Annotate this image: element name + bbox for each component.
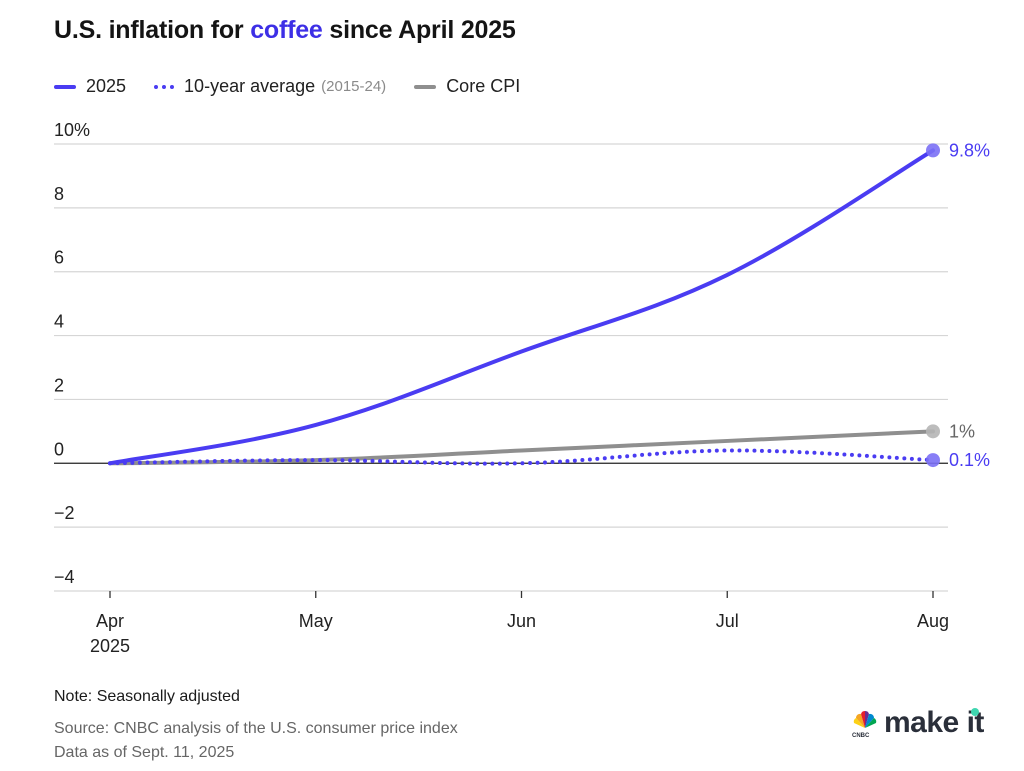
y-tick-label: 10% (54, 120, 90, 140)
chart-title: U.S. inflation for coffee since April 20… (54, 16, 516, 45)
legend-label: 10-year average (184, 76, 316, 96)
y-tick-label: 4 (54, 312, 64, 332)
y-tick-label: −2 (54, 503, 75, 523)
legend-swatch-solid (54, 84, 76, 89)
legend-item-core-cpi: Core CPI (414, 76, 520, 97)
y-tick-label: 8 (54, 184, 64, 204)
series-line-core-cpi (108, 429, 935, 466)
legend-label: Core CPI (446, 76, 521, 96)
end-marker (926, 143, 940, 158)
source-text: Source: CNBC analysis of the U.S. consum… (54, 720, 458, 737)
logo-brand: CNBC (852, 733, 870, 739)
end-value-label: 9.8% (949, 140, 990, 160)
x-tick-label: Jul (716, 611, 739, 631)
legend-sublabel: (2015-24) (321, 78, 387, 95)
x-tick-label: Aug (917, 611, 949, 631)
x-tick-label: 2025 (90, 636, 130, 656)
footnote: Note: Seasonally adjusted (54, 688, 240, 705)
logo-wordmark: make it (884, 706, 984, 739)
x-tick-label: Apr (96, 611, 124, 631)
source-block: Source: CNBC analysis of the U.S. consum… (54, 717, 458, 765)
end-value-label: 1% (949, 421, 975, 441)
series-line-10-year-average-2015-24 (108, 448, 935, 466)
y-tick-label: 6 (54, 248, 64, 268)
end-marker (926, 453, 940, 468)
legend-label: 2025 (86, 76, 127, 96)
title-prefix: U.S. inflation for (54, 16, 251, 44)
title-highlight: coffee (250, 16, 323, 44)
logo-dot (970, 708, 979, 716)
end-value-label: 0.1% (949, 450, 990, 470)
logo-text: make it (884, 706, 984, 740)
cnbc-make-it-logo: CNBC make it (852, 706, 984, 740)
series-line-2025 (108, 148, 935, 466)
legend: 2025 10-year average (2015-24) Core CPI (54, 76, 548, 97)
legend-swatch-gray (414, 84, 437, 89)
line-chart: 10% 8 6 4 2 0 −2 −4 1% 0.1% 9.8% Apr 2025 May Jun Jul… (54, 120, 990, 656)
title-suffix: since April 2025 (322, 16, 516, 44)
x-tick-label: Jun (507, 611, 536, 631)
x-tick-label: May (299, 611, 333, 631)
y-tick-label: 0 (54, 439, 64, 459)
y-tick-label: 2 (54, 375, 64, 395)
data-date: Data as of Sept. 11, 2025 (54, 744, 235, 761)
legend-item-10yr-average: 10-year average (2015-24) (154, 76, 386, 97)
peacock-icon: CNBC (852, 710, 878, 739)
y-tick-label: −4 (54, 567, 75, 587)
end-marker (926, 424, 940, 439)
legend-item-2025: 2025 (54, 76, 126, 97)
legend-swatch-dotted (154, 84, 175, 89)
